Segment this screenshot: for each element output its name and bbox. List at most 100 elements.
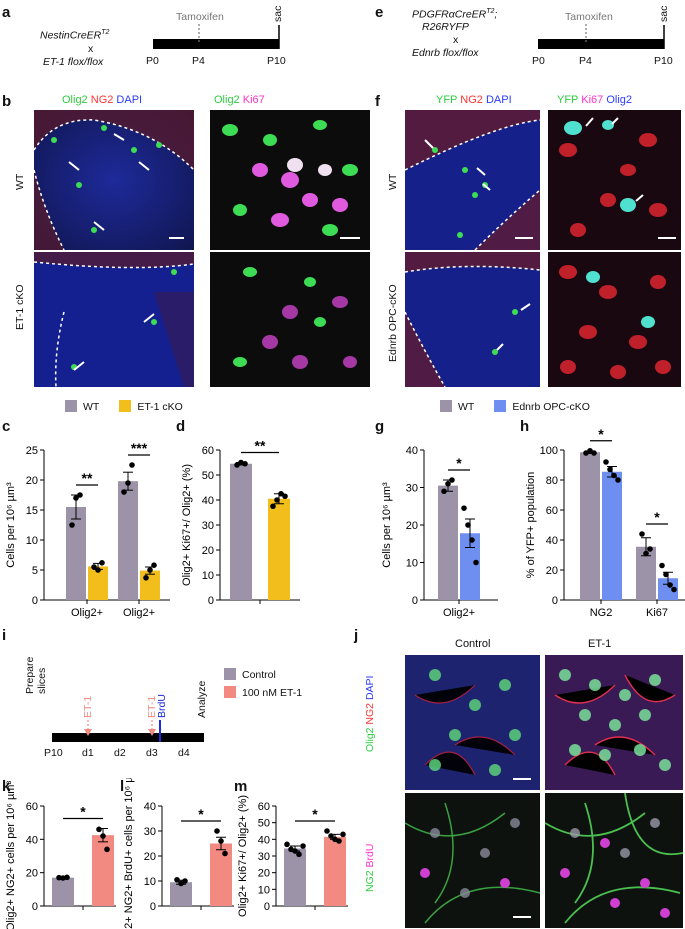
j-micrograph-et1-olig2-ng2-dapi — [545, 655, 683, 790]
data-point — [647, 546, 653, 552]
y-tick-label: 0 — [412, 595, 418, 607]
stain-label: YFP — [436, 94, 458, 106]
y-tick-label: 30 — [406, 483, 418, 495]
y-axis-label: Olig2+ Ki67+/ Olig2+ (%) — [237, 795, 249, 917]
e-timeline — [538, 24, 665, 49]
bar-ednrb-opc-cko — [658, 578, 678, 600]
data-point — [91, 564, 97, 570]
y-tick-label: 60 — [202, 445, 214, 457]
category-label: NG2 — [590, 607, 613, 619]
stain-label: NG2 — [87, 94, 114, 106]
y-tick-label: 40 — [546, 535, 558, 547]
bar-control — [284, 848, 306, 906]
data-point — [270, 503, 276, 510]
panel-letter-b: b — [2, 93, 12, 110]
a-tick-p4: P4 — [192, 55, 205, 67]
a-sac-label: sac — [272, 5, 284, 22]
stain-label: Olig2 — [603, 94, 633, 106]
bar-wt — [580, 452, 600, 600]
y-tick-label: 60 — [546, 505, 558, 517]
j-row1-stain: Olig2 NG2 DAPI — [364, 676, 376, 752]
e-genotype-line2: R26RYFP — [422, 21, 469, 33]
panel-letter-l: l — [120, 778, 125, 795]
chart-k: 0 20 40 60 Olig2+ NG2+ cells per 10⁶ µm³ * — [5, 781, 116, 929]
legend-item: 100 nM ET-1 — [224, 684, 302, 702]
y-tick-label: 80 — [546, 475, 558, 487]
y-tick-label: 0 — [552, 595, 558, 607]
y-tick-label: 0 — [264, 901, 270, 913]
b-stain-right: Olig2 Ki67 — [214, 94, 265, 106]
y-tick-label: 40 — [202, 495, 214, 507]
e-drug-label: Tamoxifen — [565, 11, 613, 23]
bar-wt — [636, 546, 656, 600]
data-point — [591, 450, 597, 456]
y-axis-label: Olig2+ NG2+ cells per 10⁶ µm³ — [5, 781, 17, 929]
y-tick-label: 10 — [406, 558, 418, 570]
b-micrograph-cko-olig2-ng2-dapi — [34, 252, 194, 387]
data-point — [469, 537, 475, 543]
data-point — [143, 575, 149, 581]
data-point — [667, 582, 673, 588]
data-point — [222, 850, 228, 857]
y-tick-label: 40 — [406, 445, 418, 457]
category-label: Ki67 — [646, 607, 668, 619]
e-genotype-line1: PDGFRαCreERT2; — [412, 8, 498, 21]
y-tick-label: 30 — [258, 851, 270, 863]
stain-label: NG2 — [457, 94, 483, 106]
data-point — [129, 462, 135, 468]
i-tick-d3: d3 — [146, 747, 158, 759]
category-label: Olig2+ — [71, 607, 103, 619]
y-tick-label: 20 — [26, 475, 38, 487]
panel-letter-g: g — [375, 418, 385, 435]
chart-l: 0 10 20 30 40 Olig2+ NG2+ BrdU+ cells per 10⁶… — [123, 778, 234, 929]
legend-swatch — [65, 400, 77, 412]
data-point — [100, 833, 106, 839]
bar-wt — [438, 485, 458, 600]
e-tick-p10: P10 — [654, 55, 673, 67]
stain-label: Ki67 — [239, 94, 265, 106]
data-point — [300, 843, 306, 849]
y-tick-label: 5 — [32, 565, 38, 577]
panel-letter-c: c — [2, 418, 11, 435]
data-point — [663, 571, 669, 578]
y-axis-label: Olig2+ Ki67+/ Olig2+ (%) — [181, 464, 193, 586]
data-point — [274, 497, 280, 503]
significance-label: * — [198, 806, 204, 822]
y-tick-label: 20 — [546, 565, 558, 577]
panel-letter-e: e — [375, 4, 384, 21]
data-point — [73, 495, 79, 501]
bar-ednrb-opc-cko — [460, 533, 480, 600]
a-tick-p10: P10 — [267, 55, 286, 67]
y-tick-label: 30 — [144, 826, 156, 838]
i-analyze-label: Analyze — [196, 680, 208, 718]
b-row1-label: WT — [14, 173, 26, 190]
bar-100-nm-et-1 — [210, 843, 232, 906]
stain-label: Olig2 — [62, 94, 88, 106]
legend-c-d: WT ET-1 cKO — [65, 400, 203, 413]
legend-label: 100 nM ET-1 — [242, 687, 303, 699]
b-micrograph-wt-olig2-ng2-dapi — [34, 110, 194, 250]
y-tick-label: 0 — [150, 901, 156, 913]
data-point — [292, 848, 298, 854]
legend-swatch — [224, 668, 236, 680]
significance-label: ** — [82, 470, 93, 486]
j-micrograph-control-ng2-brdu — [405, 793, 540, 928]
i-tick-p10: P10 — [44, 747, 63, 759]
f-row1-label: WT — [387, 173, 399, 190]
panel-letter-h: h — [520, 418, 530, 435]
y-tick-label: 50 — [202, 470, 214, 482]
a-genotype-x: x — [88, 43, 94, 55]
data-point — [174, 876, 180, 883]
significance-label: * — [312, 806, 318, 822]
data-point — [95, 567, 101, 573]
legend-label: Control — [242, 669, 276, 681]
y-tick-label: 20 — [26, 868, 38, 880]
data-point — [96, 826, 102, 833]
bar-et-1-cko — [140, 570, 160, 600]
chart-h: 0 20 40 60 80 100 % of YFP+ population * NG2 * Ki6… — [525, 426, 685, 619]
y-tick-label: 30 — [202, 520, 214, 532]
data-point — [99, 560, 105, 566]
a-drug-label: Tamoxifen — [176, 11, 224, 23]
data-point — [284, 841, 290, 848]
